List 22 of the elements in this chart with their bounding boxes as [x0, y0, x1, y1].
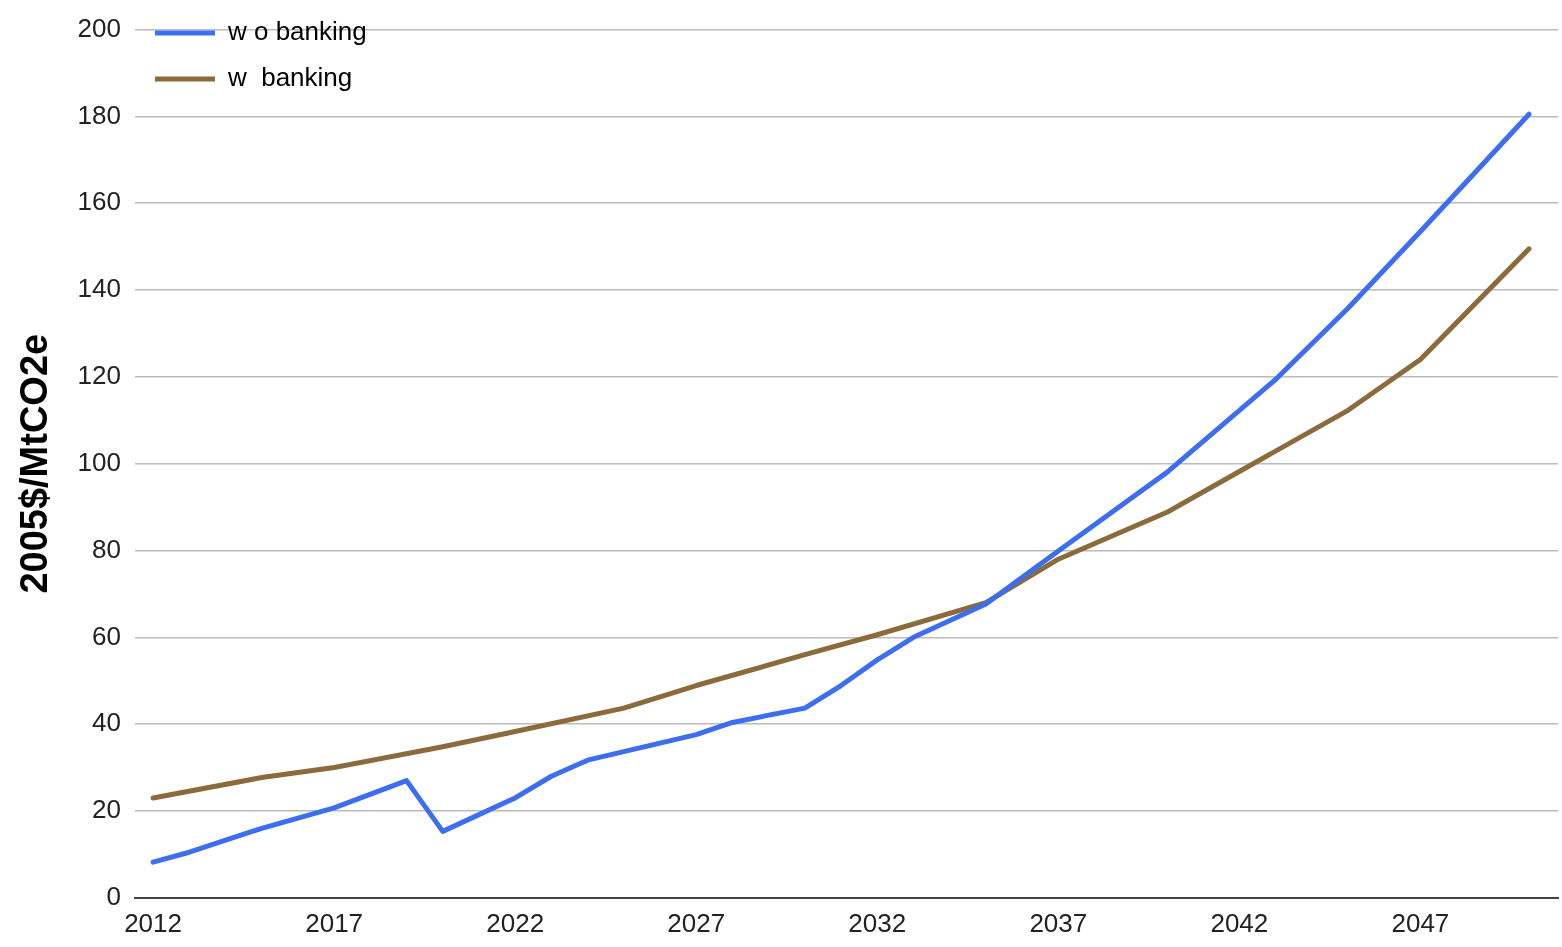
x-tick-label: 2047 — [1391, 907, 1450, 938]
y-tick-label: 40 — [92, 707, 121, 738]
y-tick-label: 100 — [77, 446, 121, 477]
x-tick-label: 2042 — [1210, 907, 1269, 938]
y-tick-label: 20 — [92, 794, 121, 825]
x-tick-label: 2012 — [124, 907, 183, 938]
x-tick-label: 2032 — [848, 907, 907, 938]
y-tick-label: 180 — [77, 99, 121, 130]
y-tick-label: 60 — [92, 620, 121, 651]
y-tick-label: 140 — [77, 273, 121, 304]
y-axis-title: 2005$/MtCO2e — [13, 333, 56, 594]
x-tick-label: 2017 — [305, 907, 364, 938]
x-tick-label: 2027 — [667, 907, 726, 938]
y-tick-label: 200 — [77, 12, 121, 43]
x-tick-label: 2037 — [1029, 907, 1088, 938]
y-tick-label: 120 — [77, 360, 121, 391]
legend-label: w o banking — [226, 16, 367, 47]
y-tick-label: 80 — [92, 533, 121, 564]
y-tick-label: 0 — [106, 880, 121, 911]
legend-label: w banking — [226, 62, 353, 93]
y-tick-label: 160 — [77, 186, 121, 217]
x-tick-label: 2022 — [486, 907, 545, 938]
